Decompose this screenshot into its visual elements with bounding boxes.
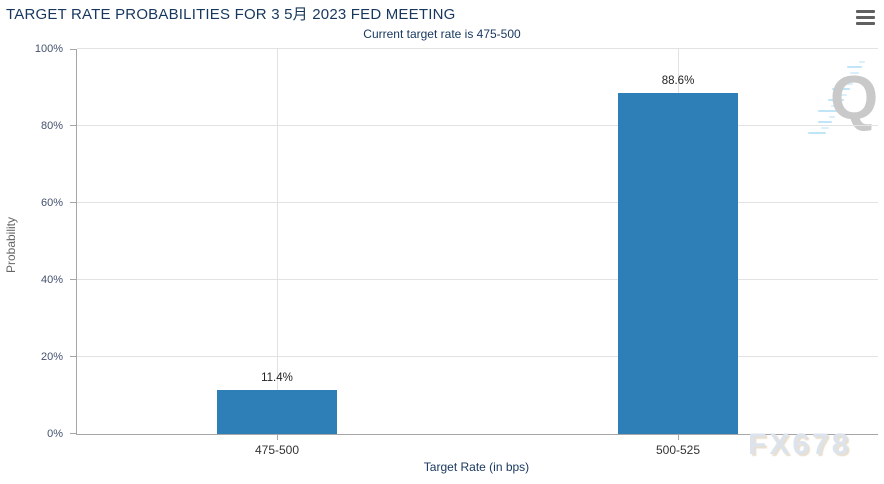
x-axis-category-label: 500-525: [655, 443, 701, 457]
x-axis-category-label: 475-500: [254, 443, 300, 457]
y-axis-tick-label: 0%: [47, 428, 63, 440]
gridline-horizontal: [77, 279, 878, 280]
y-axis-tick: [70, 433, 76, 434]
bar-value-label: 11.4%: [261, 372, 293, 384]
hamburger-menu-icon[interactable]: [856, 10, 875, 26]
plot-area: 0% 20% 40% 60% 80% 100% 11.4% 475-500 88.6% 500-5…: [35, 43, 878, 457]
chart-title: TARGET RATE PROBABILITIES FOR 3 5月 2023 …: [6, 6, 456, 23]
gridline-horizontal: [77, 48, 878, 49]
hamburger-bar: [856, 10, 875, 13]
y-axis-tick-label: 20%: [40, 351, 63, 363]
x-axis-tick: [678, 435, 679, 440]
probability-bar[interactable]: [217, 390, 337, 434]
y-axis-tick-label: 100%: [34, 43, 63, 55]
gridline-horizontal: [77, 202, 878, 203]
bar-value-label: 88.6%: [661, 75, 695, 87]
hamburger-bar: [856, 22, 875, 25]
hamburger-bar: [856, 16, 875, 19]
y-axis-tick-label: 40%: [40, 274, 63, 286]
chart-subtitle: Current target rate is 475-500: [363, 27, 521, 41]
gridline-horizontal: [77, 125, 878, 126]
y-axis-tick: [70, 202, 76, 203]
y-axis-tick: [70, 125, 76, 126]
y-axis-tick-label: 60%: [40, 197, 63, 209]
y-axis-tick: [70, 49, 76, 50]
gridline-horizontal: [77, 356, 878, 357]
gridline-vertical: [277, 49, 278, 434]
x-axis-tick: [277, 435, 278, 440]
y-axis-tick-label: 80%: [40, 120, 63, 132]
x-axis-title: Target Rate (in bps): [423, 460, 530, 474]
y-axis-tick: [70, 279, 76, 280]
probability-bar[interactable]: [618, 93, 738, 434]
y-axis-tick: [70, 356, 76, 357]
